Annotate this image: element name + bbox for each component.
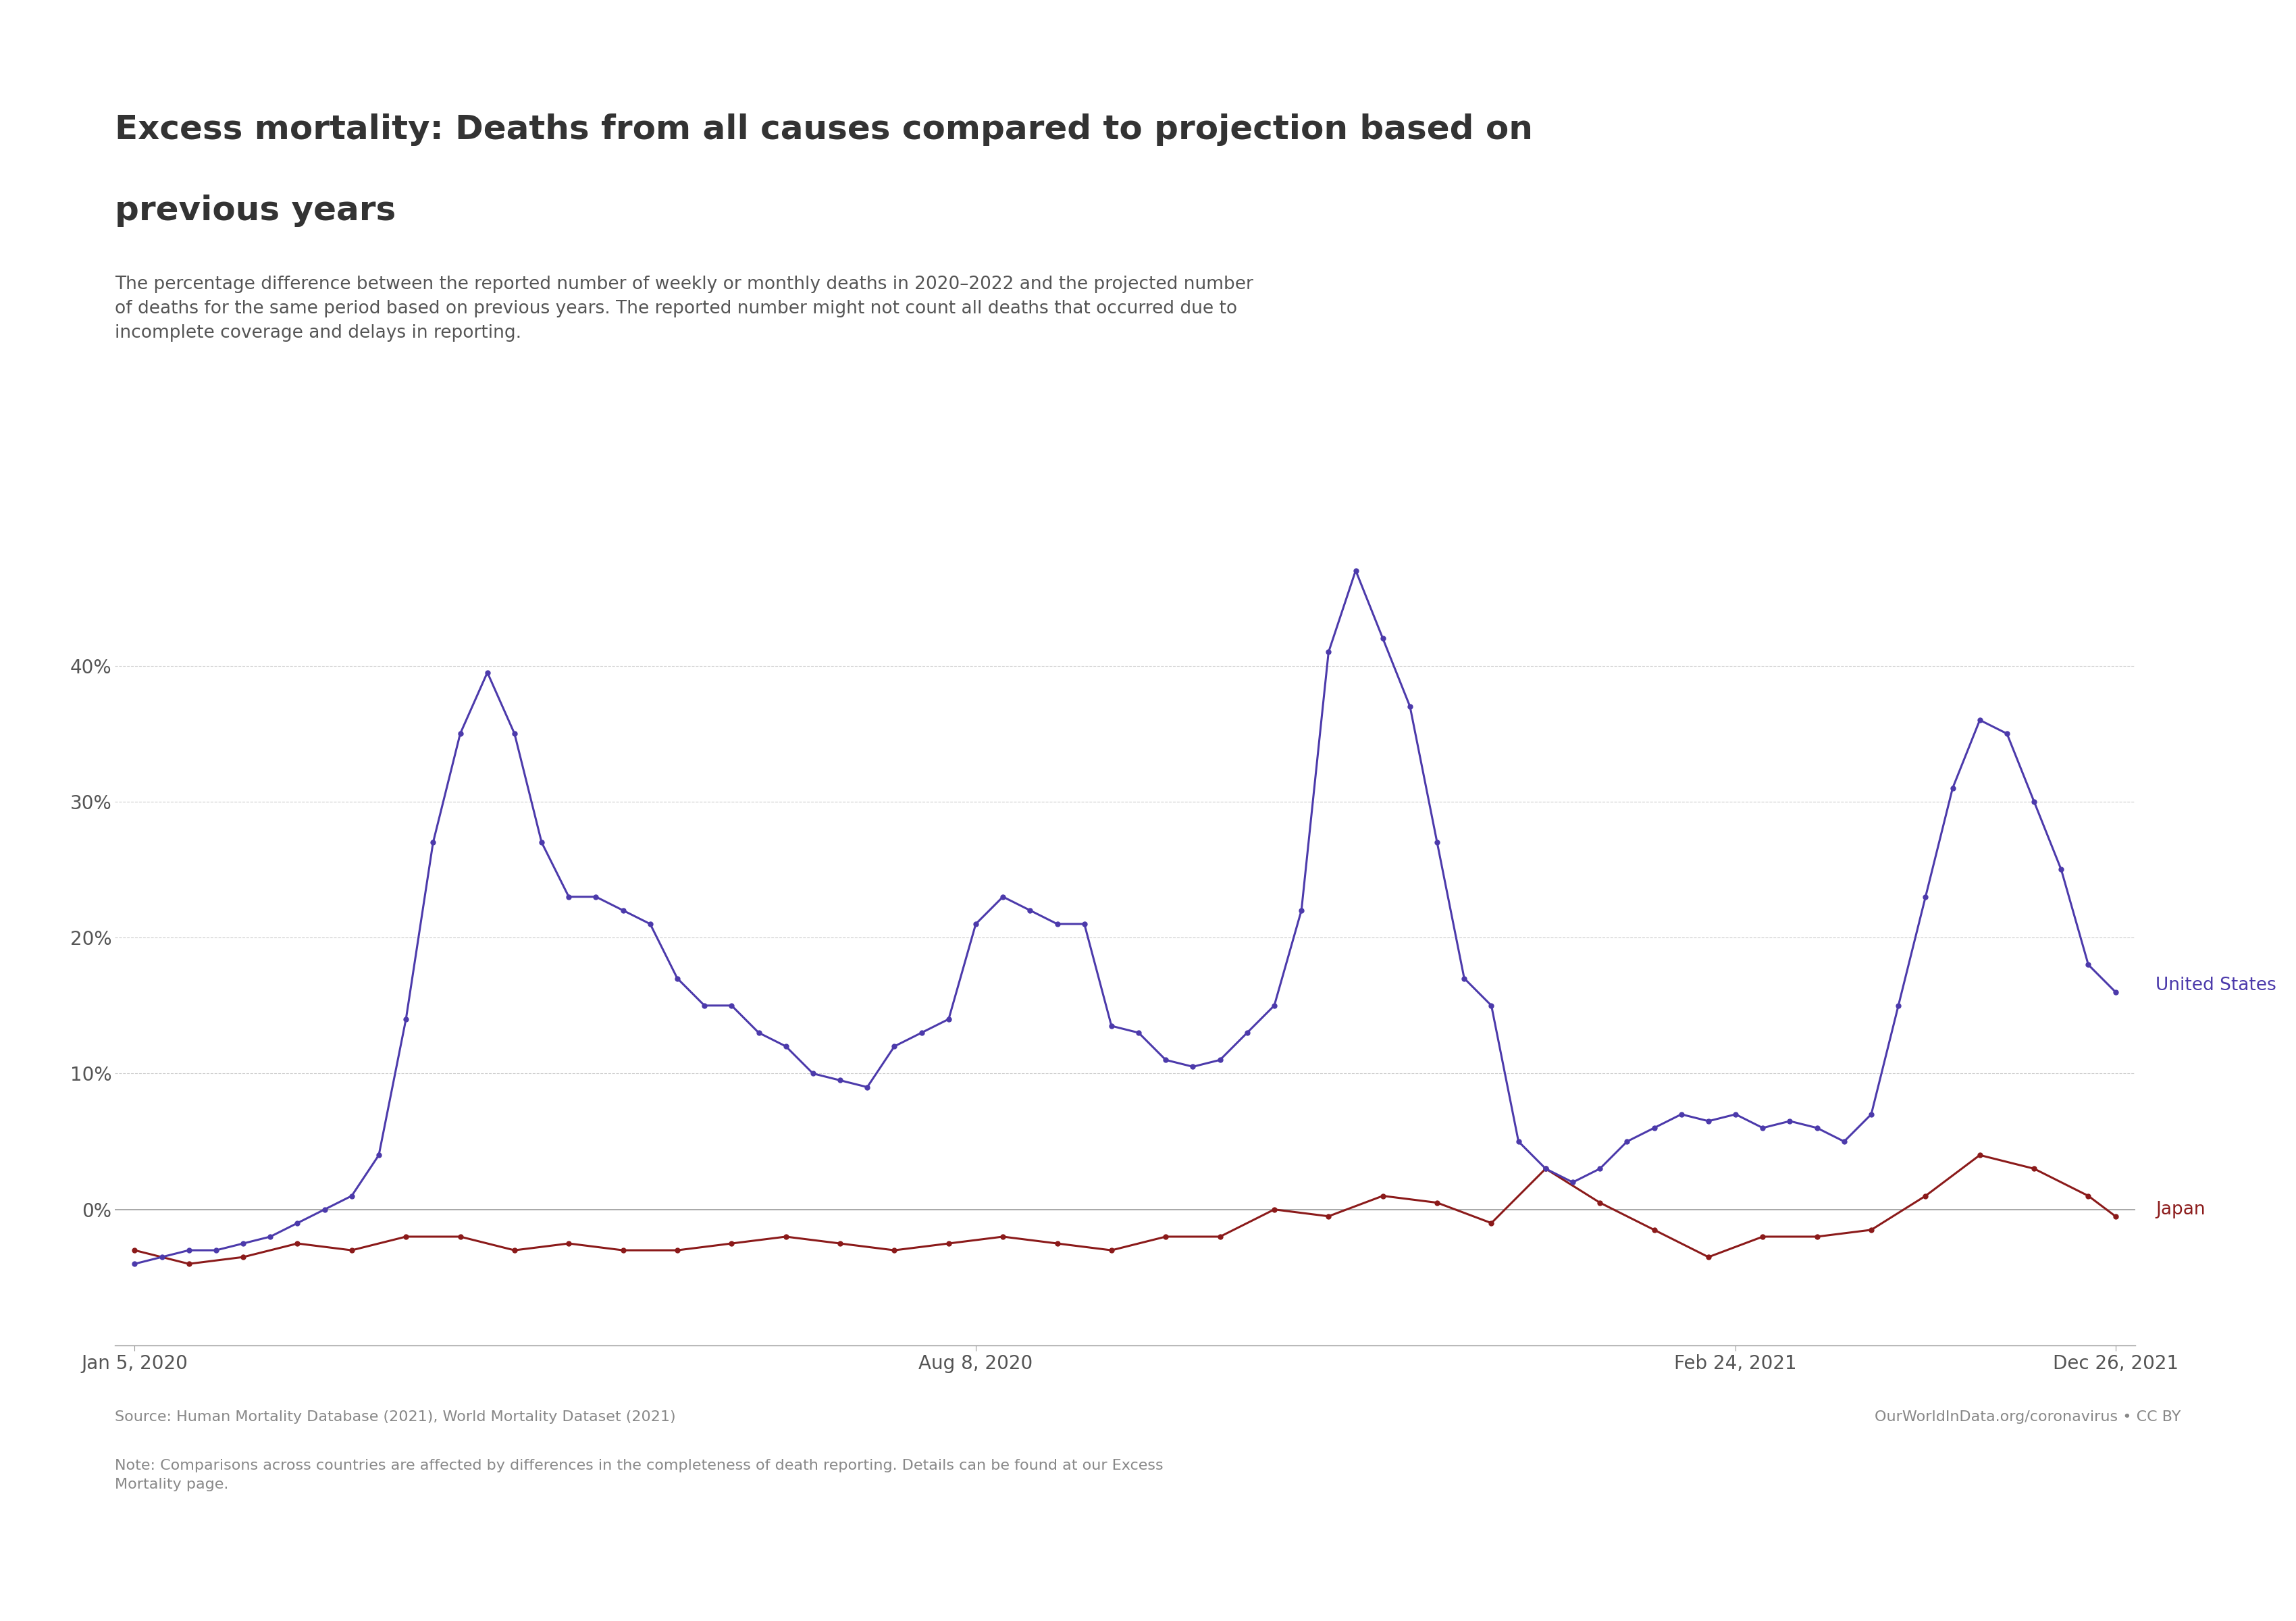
Text: Our World
in Data: Our World in Data — [2080, 105, 2167, 138]
Text: Source: Human Mortality Database (2021), World Mortality Dataset (2021): Source: Human Mortality Database (2021),… — [115, 1410, 675, 1423]
Text: Excess mortality: Deaths from all causes compared to projection based on: Excess mortality: Deaths from all causes… — [115, 113, 1534, 146]
Text: United States: United States — [2156, 976, 2275, 994]
Text: Japan: Japan — [2156, 1201, 2204, 1219]
Text: previous years: previous years — [115, 195, 395, 227]
Text: Note: Comparisons across countries are affected by differences in the completene: Note: Comparisons across countries are a… — [115, 1459, 1164, 1491]
Text: The percentage difference between the reported number of weekly or monthly death: The percentage difference between the re… — [115, 276, 1254, 342]
Text: OurWorldInData.org/coronavirus • CC BY: OurWorldInData.org/coronavirus • CC BY — [1876, 1410, 2181, 1423]
